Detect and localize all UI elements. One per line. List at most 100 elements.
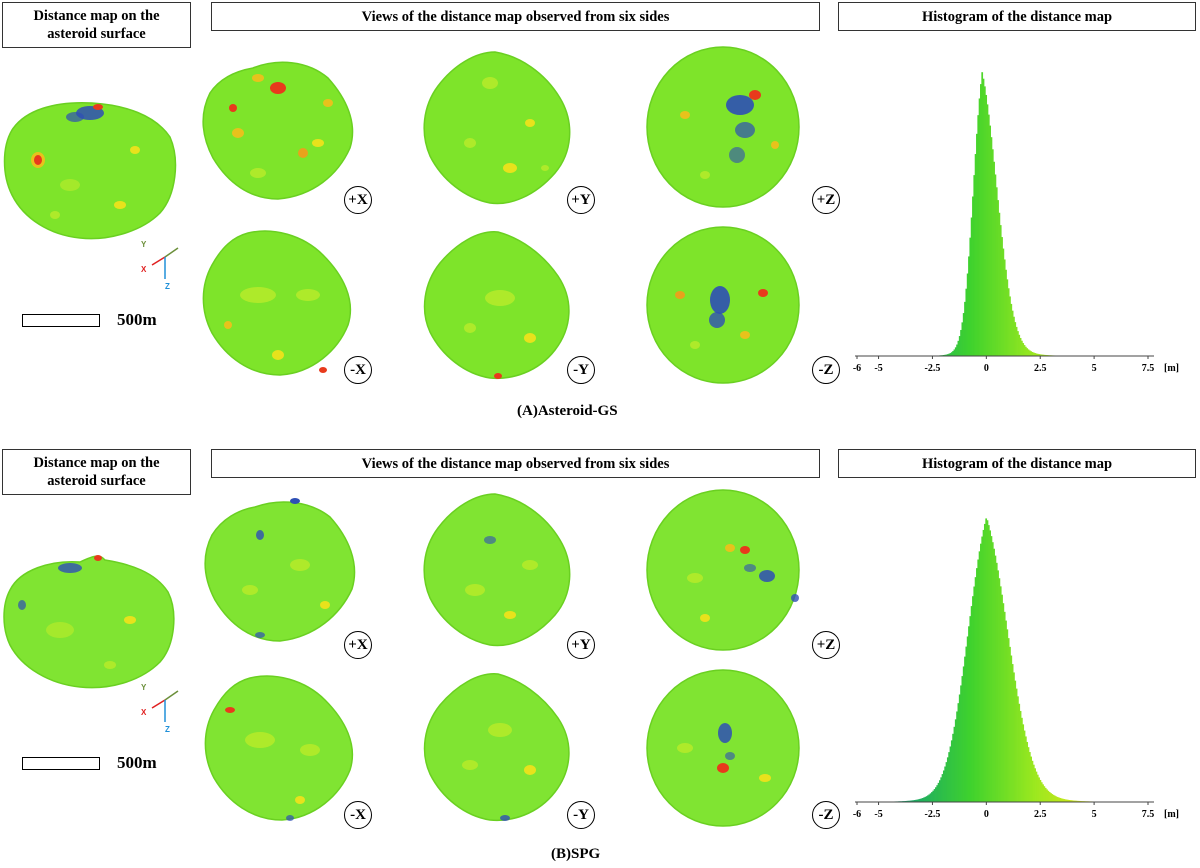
x-tick-label: -5	[874, 363, 882, 374]
histogram-bar	[986, 520, 989, 802]
histogram-bar	[921, 798, 924, 802]
histogram-bar	[1065, 799, 1068, 802]
histogram-bar	[1024, 736, 1027, 802]
hist-title-box: Histogram of the distance map	[838, 449, 1196, 478]
axis-z-label: Z	[165, 725, 170, 734]
histogram-bar	[905, 800, 908, 802]
histogram-bar	[1030, 756, 1032, 802]
histogram-bar	[980, 84, 982, 357]
views-title-box: Views of the distance map observed from …	[211, 449, 820, 478]
axes-triad: Y X Z	[141, 683, 179, 734]
histogram-bar	[999, 225, 1002, 356]
histogram-bar	[973, 175, 976, 356]
view-label-minus-z: -Z	[812, 356, 840, 384]
histogram-bar	[976, 133, 978, 356]
histogram-bar	[982, 78, 985, 356]
histogram-bar	[1039, 354, 1042, 356]
histogram-bar	[1050, 793, 1052, 802]
histogram-bar	[1021, 340, 1023, 356]
histogram-bar	[981, 72, 984, 356]
histogram-bar	[935, 787, 937, 802]
histogram-bar	[966, 273, 969, 356]
x-tick-label: -6	[853, 809, 861, 820]
histogram-bar	[1028, 350, 1031, 356]
view-plus-x	[202, 61, 354, 200]
histogram-bar	[968, 626, 970, 802]
histogram-bar	[977, 115, 980, 356]
histogram-bar	[1003, 259, 1006, 356]
histogram-bar	[933, 789, 936, 802]
histogram-bar	[997, 200, 999, 356]
histogram-bar	[1010, 655, 1013, 802]
x-tick-label: 7.5	[1142, 363, 1155, 374]
histogram-bar	[1017, 331, 1019, 356]
histogram-bar	[987, 114, 990, 356]
histogram-bar	[1048, 792, 1051, 802]
histogram-bar	[1054, 795, 1056, 802]
scale-bar	[22, 757, 100, 770]
histogram-bar	[946, 757, 949, 802]
histogram-bar	[956, 344, 958, 356]
histogram-bar	[925, 796, 928, 802]
histogram-bar	[964, 656, 966, 802]
histogram-bar	[924, 796, 927, 802]
histogram-bar	[961, 676, 964, 802]
histogram-bar	[1019, 710, 1022, 802]
histogram-bar	[1013, 316, 1015, 356]
histogram-bar	[972, 596, 974, 802]
histogram-bar	[1040, 354, 1043, 356]
x-tick-label: 7.5	[1142, 809, 1155, 820]
histogram-bar	[917, 799, 920, 802]
axis-x-label: X	[141, 265, 147, 274]
histogram-bar	[928, 794, 931, 802]
x-tick-label: 0	[984, 363, 989, 374]
histogram-bar	[978, 551, 981, 802]
axis-z-label: Z	[165, 282, 170, 291]
histogram-bar	[1023, 345, 1026, 356]
histogram-bar	[909, 800, 912, 802]
histogram-bar	[1011, 664, 1014, 802]
view-minus-z	[646, 226, 800, 384]
histogram-bar	[1026, 741, 1029, 802]
histogram-bar	[1039, 779, 1042, 802]
histogram-bar	[1035, 353, 1038, 356]
histogram-bar	[958, 336, 961, 356]
histogram-bar	[1011, 310, 1014, 356]
view-label-minus-x: -X	[344, 801, 372, 829]
histogram-bar	[1018, 703, 1021, 802]
surface-title-box: Distance map on the asteroid surface	[2, 2, 191, 48]
x-tick-label: 5	[1092, 809, 1097, 820]
view-plus-x	[204, 498, 356, 642]
histogram-bar	[986, 104, 989, 356]
histogram-bar	[957, 340, 960, 356]
x-tick-label: 2.5	[1034, 363, 1047, 374]
histogram-bar	[949, 353, 952, 356]
hist-title-box: Histogram of the distance map	[838, 2, 1196, 31]
histogram-bar	[1028, 752, 1031, 802]
histogram-bar	[1063, 799, 1066, 802]
histogram-bar	[970, 606, 973, 802]
histogram-bar	[1038, 777, 1040, 802]
histogram-bar	[1017, 696, 1019, 802]
histogram-bar	[1062, 798, 1064, 802]
histogram-bar	[981, 536, 984, 802]
histogram-bar	[954, 719, 957, 802]
axis-y-label: Y	[141, 683, 147, 692]
histogram-bar	[1009, 296, 1011, 356]
histogram-bar	[1072, 800, 1075, 802]
view-label-plus-x: +X	[344, 631, 372, 659]
histogram-bar	[962, 666, 965, 802]
view-minus-x	[202, 230, 352, 376]
scale-label: 500m	[117, 753, 157, 772]
histogram-bar	[1069, 800, 1072, 802]
histogram-bar	[1002, 603, 1005, 802]
histogram-bar	[993, 161, 995, 356]
surface-title-line2: asteroid surface	[47, 473, 146, 489]
histogram-bar	[1031, 760, 1034, 802]
histogram-bar	[1030, 351, 1032, 356]
view-plus-y	[423, 493, 571, 647]
histogram-bar	[950, 352, 953, 356]
histogram-bar	[907, 800, 909, 802]
histogram-bar	[989, 125, 991, 356]
histogram-bar	[1026, 348, 1029, 356]
